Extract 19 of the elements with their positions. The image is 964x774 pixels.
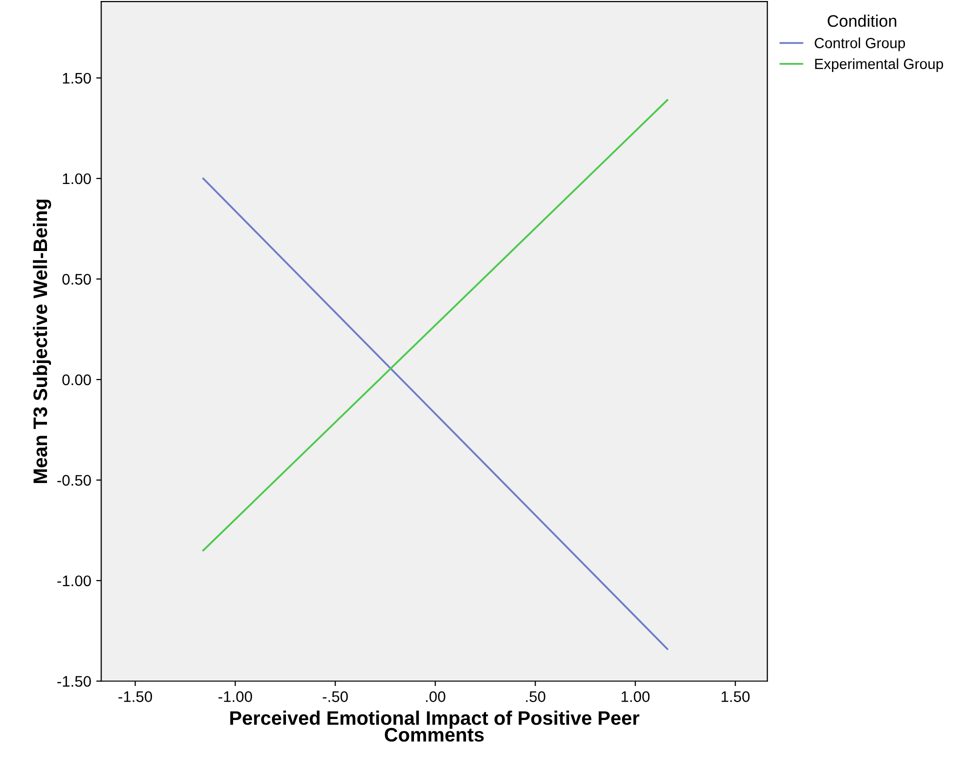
y-axis-title: Mean T3 Subjective Well-Being (32, 200, 52, 484)
y-tick-label: -0.50 (57, 474, 91, 486)
y-tick-label: 1.50 (62, 72, 91, 84)
y-tick-label: 1.00 (62, 173, 91, 184)
x-tick-label: .00 (426, 691, 446, 702)
x-tick-label: 1.00 (622, 691, 650, 702)
x-tick-label: -1.00 (218, 691, 252, 702)
legend-title: Condition (828, 14, 896, 27)
x-tick-label: 1.50 (722, 691, 750, 702)
legend-label: Control Group (814, 38, 905, 52)
y-tick-label: -1.00 (57, 575, 91, 586)
x-tick-label: -1.50 (118, 691, 152, 702)
x-axis-title: Perceived Emotional Impact of Positive Peer Comments (230, 710, 640, 742)
legend-label: Experimental Group (815, 58, 944, 72)
y-tick-label: -1.50 (57, 676, 91, 687)
y-tick-label: 0.00 (62, 374, 91, 386)
x-tick-label: .50 (526, 691, 546, 702)
y-tick-label: 0.50 (62, 274, 91, 285)
x-tick-label: -.50 (322, 691, 348, 702)
